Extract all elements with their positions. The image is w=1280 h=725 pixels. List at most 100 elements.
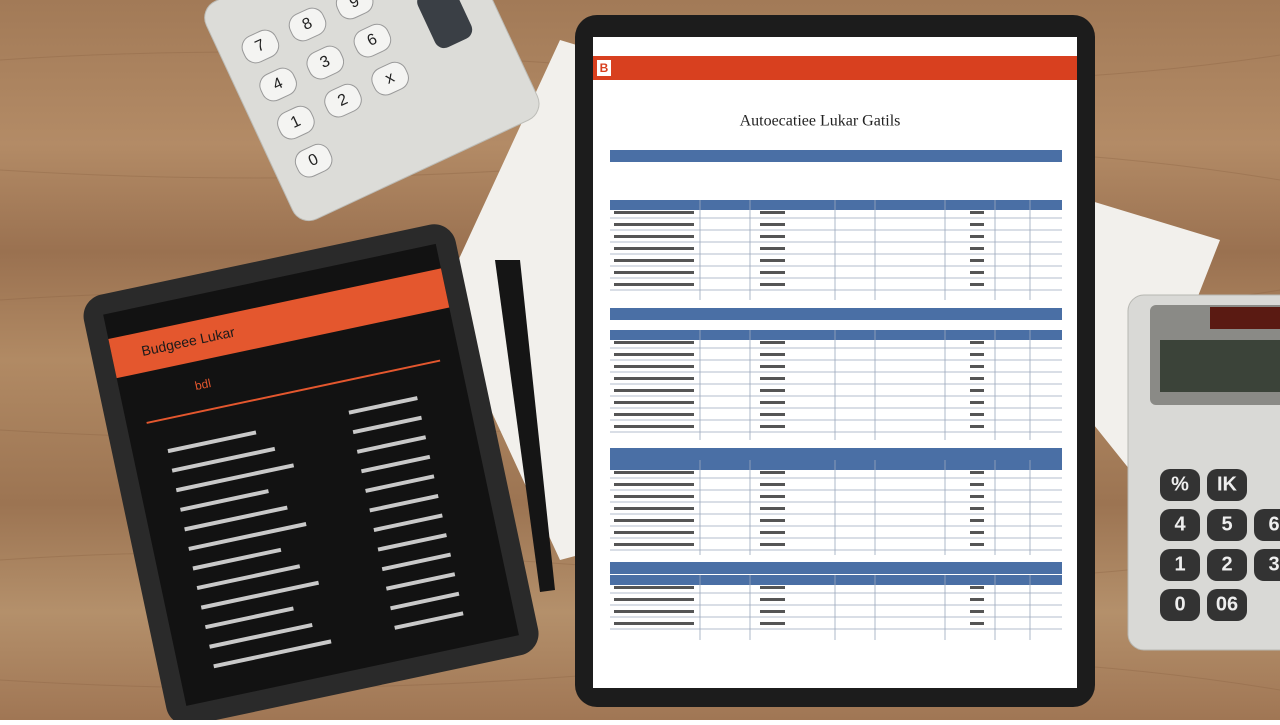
cell-text <box>614 610 694 613</box>
cell-text <box>614 271 694 274</box>
cell-text <box>760 211 785 214</box>
list-text <box>188 522 307 551</box>
report-title: Autoecatiee Lukar Gatils <box>740 113 901 130</box>
calc-key <box>1254 509 1280 541</box>
report-tables <box>610 150 1062 640</box>
calc-key <box>1160 509 1200 541</box>
cell-text <box>614 259 694 262</box>
cell-text <box>760 247 785 250</box>
pen <box>495 260 555 592</box>
cell-text <box>970 341 984 344</box>
cell-text <box>970 610 984 613</box>
calc-key-label: 9 <box>347 0 362 12</box>
list-text <box>184 505 288 532</box>
cell-text <box>970 283 984 286</box>
calc-key-label: IK <box>1217 473 1238 495</box>
cell-text <box>760 389 785 392</box>
cell-text <box>614 389 694 392</box>
cell-text <box>970 495 984 498</box>
tab-text: bdl <box>194 376 213 393</box>
left-tablet: Budgeee Lukar bdl <box>83 224 539 725</box>
badge <box>597 60 611 76</box>
cell-text <box>760 610 785 613</box>
list-value <box>356 435 427 454</box>
cell-text <box>760 471 785 474</box>
cell-text <box>970 483 984 486</box>
cell-text <box>614 341 694 344</box>
cell-text <box>760 531 785 534</box>
cell-text <box>614 425 694 428</box>
cell-text <box>760 483 785 486</box>
cell-text <box>760 622 785 625</box>
cell-text <box>970 519 984 522</box>
cell-text <box>614 598 694 601</box>
table-header <box>610 575 1062 585</box>
cell-text <box>614 211 694 214</box>
calc-key-label: 4 <box>1174 513 1186 535</box>
calc-key <box>417 0 473 49</box>
cell-text <box>970 586 984 589</box>
cell-text <box>760 495 785 498</box>
calc-key <box>371 61 409 96</box>
cell-text <box>970 377 984 380</box>
calc-key-label: % <box>1171 473 1189 495</box>
cell-text <box>614 495 694 498</box>
cell-text <box>760 353 785 356</box>
cell-text <box>760 413 785 416</box>
cell-text <box>760 425 785 428</box>
divider <box>146 359 441 424</box>
list-value <box>373 513 443 532</box>
calc-key <box>288 7 327 42</box>
list-value <box>348 396 418 415</box>
cell-text <box>760 365 785 368</box>
calc-key <box>1160 469 1200 501</box>
cell-text <box>970 531 984 534</box>
calc-key <box>1254 549 1280 581</box>
section-bar <box>610 448 1062 460</box>
cell-text <box>760 586 785 589</box>
cell-text <box>614 401 694 404</box>
cell-text <box>970 413 984 416</box>
list-text <box>200 580 320 610</box>
cell-text <box>760 341 785 344</box>
list-text <box>180 489 269 512</box>
cell-text <box>970 271 984 274</box>
cell-text <box>614 365 694 368</box>
cell-text <box>614 283 694 286</box>
section-bar <box>610 150 1062 162</box>
cell-text <box>970 223 984 226</box>
list-value <box>377 533 447 552</box>
cell-text <box>970 353 984 356</box>
calc-key-label: 2 <box>1221 553 1232 575</box>
cell-text <box>970 365 984 368</box>
cell-text <box>970 598 984 601</box>
cell-text <box>970 425 984 428</box>
list-text <box>196 564 301 591</box>
cell-text <box>760 235 785 238</box>
cell-text <box>760 543 785 546</box>
list-value <box>381 552 452 572</box>
table-header <box>610 330 1062 340</box>
cell-text <box>970 401 984 404</box>
cell-text <box>970 622 984 625</box>
list-text <box>213 639 332 669</box>
calc-key <box>306 45 345 80</box>
calc-key <box>1207 509 1247 541</box>
tablet-screen <box>103 243 519 706</box>
cell-text <box>614 223 694 226</box>
table-header <box>610 200 1062 210</box>
cell-text <box>614 247 694 250</box>
cell-text <box>614 543 694 546</box>
calc-key-label: 3 <box>1268 553 1279 575</box>
list-value <box>390 591 460 611</box>
cell-text <box>760 223 785 226</box>
list-value <box>369 493 439 513</box>
calc-key-label: 5 <box>1221 513 1232 535</box>
cell-text <box>614 483 694 486</box>
cell-text <box>970 389 984 392</box>
header-bar <box>108 268 450 379</box>
calc-key-label: 6 <box>1268 513 1279 535</box>
cell-text <box>970 235 984 238</box>
list-value <box>360 454 431 474</box>
